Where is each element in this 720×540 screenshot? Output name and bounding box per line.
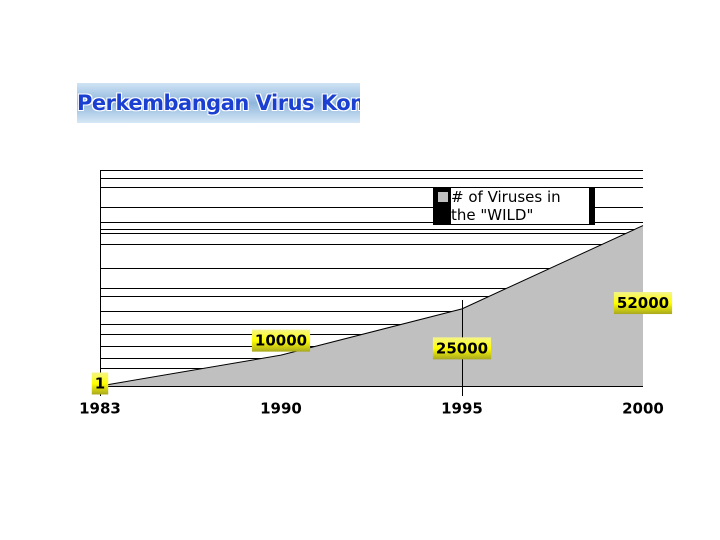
x-tick-label: 1995 <box>441 400 483 418</box>
data-label-text: 52000 <box>617 294 669 312</box>
data-label: 1 <box>91 372 109 395</box>
data-label-text: 1 <box>95 374 105 392</box>
data-label: 52000 <box>613 292 673 315</box>
area <box>100 225 643 386</box>
data-label-box <box>432 337 492 360</box>
area-outline <box>99 225 644 387</box>
data-label-text: 25000 <box>436 339 488 357</box>
data-label-box <box>613 292 673 315</box>
legend: # of Viruses in the "WILD" <box>433 187 595 225</box>
x-tick-label: 1990 <box>260 400 302 418</box>
chart-title: Perkembangan Virus Komputer <box>77 83 360 123</box>
data-label: 25000 <box>432 337 492 360</box>
data-label-box <box>251 329 311 352</box>
legend-label: # of Viruses in the "WILD" <box>451 188 589 224</box>
legend-swatch <box>438 192 448 202</box>
data-label: 10000 <box>251 329 311 352</box>
data-label-text: 10000 <box>255 332 307 350</box>
x-tick-label: 1983 <box>79 400 121 418</box>
x-tick-label: 2000 <box>622 400 664 418</box>
data-label-box <box>91 372 109 395</box>
